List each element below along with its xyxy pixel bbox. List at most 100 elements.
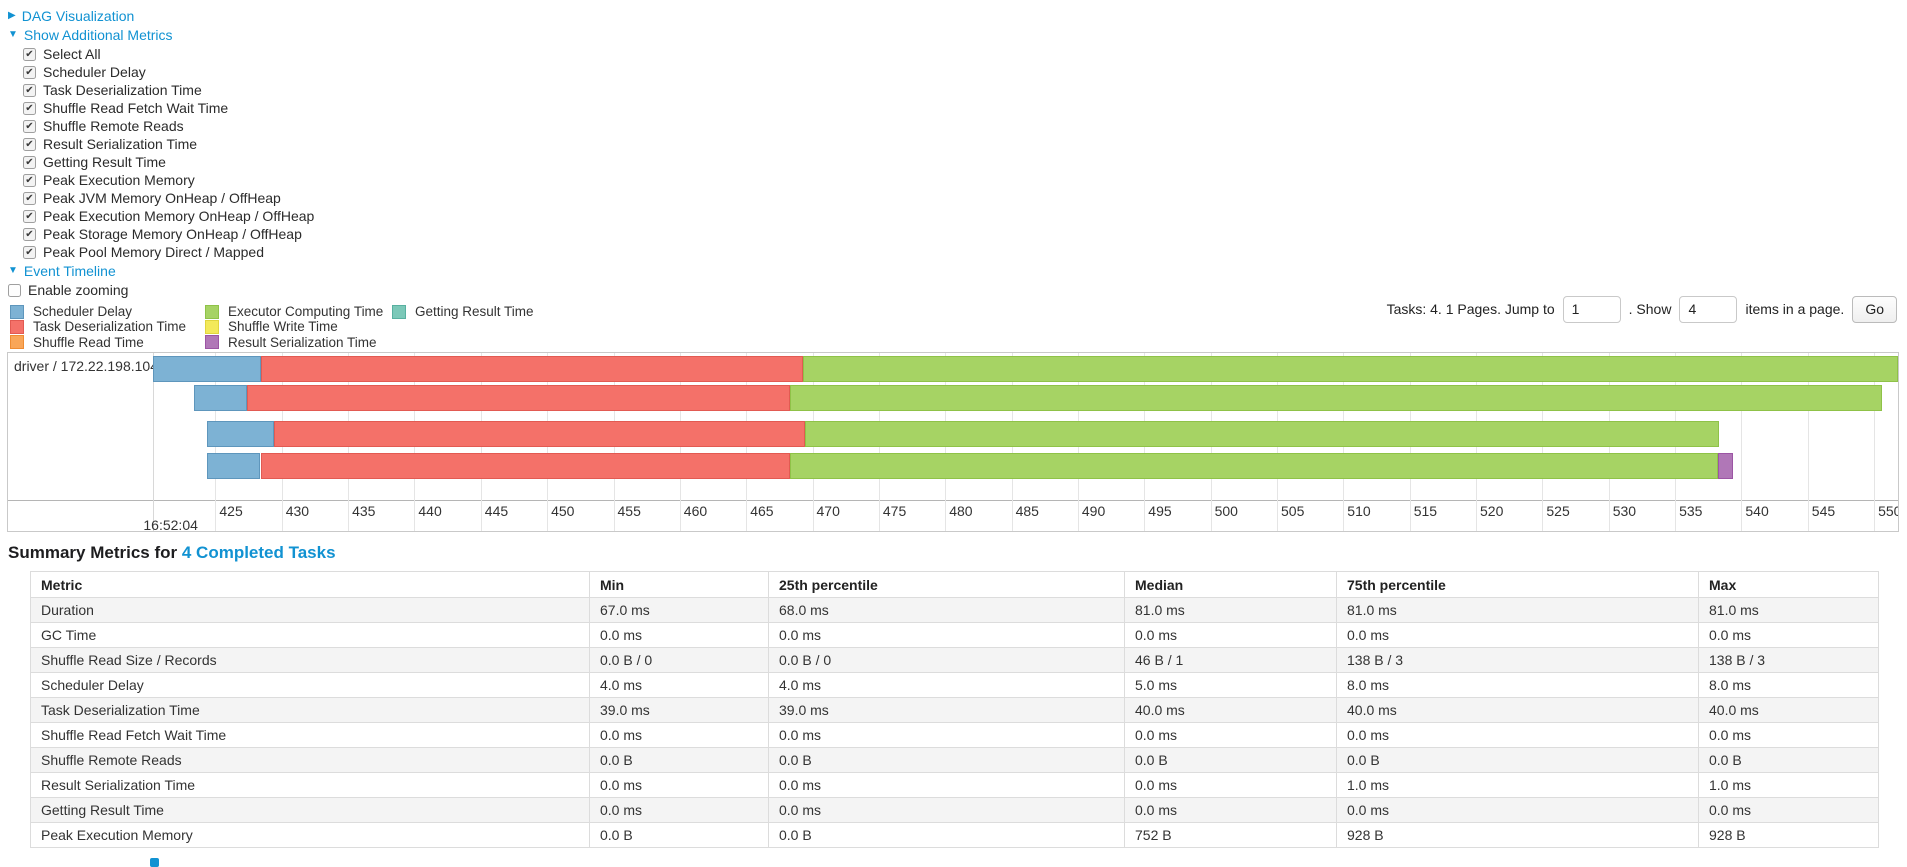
metric-checkbox-item[interactable]: ✔ Shuffle Remote Reads	[23, 117, 314, 135]
show-additional-metrics-toggle[interactable]: ▼ Show Additional Metrics	[8, 26, 173, 44]
task-1-task-deserialization-bar[interactable]	[260, 356, 804, 382]
legend-item-label: Executor Computing Time	[228, 304, 384, 320]
legend-column: Executor Computing Time Shuffle Write Tim…	[205, 304, 392, 350]
metric-checkbox-item[interactable]: ✔ Peak Execution Memory	[23, 171, 314, 189]
metric-value-cell: 752 B	[1124, 822, 1337, 848]
task-2-scheduler-delay-bar[interactable]	[194, 385, 248, 411]
task-2-executor-computing-bar[interactable]	[790, 385, 1883, 411]
checked-checkbox[interactable]: ✔	[23, 119, 36, 133]
checked-checkbox[interactable]: ✔	[23, 137, 36, 151]
checked-checkbox[interactable]: ✔	[23, 191, 36, 205]
metric-value-cell: 0.0 ms	[768, 722, 1125, 748]
metric-name-cell: Scheduler Delay	[30, 672, 590, 698]
table-row: Shuffle Remote Reads 0.0 B 0.0 B 0.0 B 0.0 B…	[30, 747, 1879, 773]
metric-checkbox-label: Peak Execution Memory	[43, 172, 195, 188]
event-timeline-toggle[interactable]: ▼ Event Timeline	[8, 262, 116, 280]
checked-checkbox[interactable]: ✔	[23, 101, 36, 115]
metric-value-cell: 40.0 ms	[1124, 697, 1337, 723]
checked-checkbox[interactable]: ✔	[23, 209, 36, 223]
metric-value-cell: 46 B / 1	[1124, 647, 1337, 673]
task-3-scheduler-delay-bar[interactable]	[207, 421, 274, 447]
metric-checkbox-item[interactable]: ✔ Getting Result Time	[23, 153, 314, 171]
metric-checkbox-item[interactable]: ✔ Peak Pool Memory Direct / Mapped	[23, 243, 314, 261]
enable-zooming-label: Enable zooming	[28, 282, 129, 298]
checked-checkbox[interactable]: ✔	[23, 47, 36, 61]
metric-name-cell: Peak Execution Memory	[30, 822, 590, 848]
task-4-executor-computing-bar[interactable]	[790, 453, 1718, 479]
axis-gridline	[1741, 353, 1743, 531]
legend-item-label: Shuffle Read Time	[33, 334, 144, 350]
enable-zooming-option[interactable]: Enable zooming	[8, 281, 128, 299]
axis-tick-label: 495	[1148, 503, 1172, 519]
axis-gridline	[1807, 353, 1809, 531]
metric-value-cell: 0.0 ms	[1336, 622, 1699, 648]
task-pagination: Tasks: 4. 1 Pages. Jump to . Show items …	[1387, 293, 1897, 325]
task-3-executor-computing-bar[interactable]	[804, 421, 1719, 447]
task-1-scheduler-delay-bar[interactable]	[153, 356, 261, 382]
task-4-result-serialization-bar[interactable]	[1717, 453, 1734, 479]
items-per-page-input[interactable]	[1679, 295, 1738, 323]
axis-tick-label: 490	[1081, 503, 1106, 519]
jump-to-page-input[interactable]	[1562, 295, 1621, 323]
metric-checkbox-item[interactable]: ✔ Scheduler Delay	[23, 63, 314, 81]
metric-value-cell: 0.0 ms	[1698, 622, 1879, 648]
task-deserialization-swatch-icon	[10, 319, 24, 334]
caret-down-icon: ▼	[8, 265, 18, 276]
enable-zooming-checkbox[interactable]	[8, 283, 21, 297]
result-serialization-swatch-icon	[205, 335, 219, 350]
legend-item: Result Serialization Time	[205, 335, 392, 350]
metric-value-cell: 39.0 ms	[589, 697, 769, 723]
metric-value-cell: 39.0 ms	[768, 697, 1125, 723]
axis-tick-label: 445	[484, 503, 509, 519]
next-section-cutoff	[150, 858, 159, 867]
shuffle-read-swatch-icon	[10, 335, 24, 350]
axis-tick-label: 480	[949, 503, 973, 519]
getting-result-swatch-icon	[392, 304, 406, 319]
go-button[interactable]: Go	[1852, 295, 1897, 323]
checked-checkbox[interactable]: ✔	[23, 83, 36, 97]
metric-checkbox-item[interactable]: ✔ Shuffle Read Fetch Wait Time	[23, 99, 314, 117]
metric-name-cell: Shuffle Remote Reads	[30, 747, 590, 773]
metric-name-cell: Result Serialization Time	[30, 772, 590, 798]
metric-value-cell: 0.0 B	[589, 747, 769, 773]
checked-checkbox[interactable]: ✔	[23, 173, 36, 187]
dag-visualization-toggle[interactable]: ▶ DAG Visualization	[8, 7, 134, 25]
metric-value-cell: 0.0 ms	[1336, 797, 1699, 823]
metric-checkbox-item[interactable]: ✔ Peak JVM Memory OnHeap / OffHeap	[23, 189, 314, 207]
metric-checkbox-item[interactable]: ✔ Task Deserialization Time	[23, 81, 314, 99]
metric-name-cell: Task Deserialization Time	[30, 697, 590, 723]
checked-checkbox[interactable]: ✔	[23, 155, 36, 169]
metric-checkbox-item[interactable]: ✔ Peak Storage Memory OnHeap / OffHeap	[23, 225, 314, 243]
metric-value-cell: 40.0 ms	[1698, 697, 1879, 723]
metric-checkbox-item[interactable]: ✔ Select All	[23, 45, 314, 63]
completed-tasks-link[interactable]: 4 Completed Tasks	[181, 543, 336, 562]
legend-item-label: Scheduler Delay	[33, 304, 133, 320]
metric-checkbox-label: Peak Storage Memory OnHeap / OffHeap	[43, 226, 302, 242]
table-header-cell: 25th percentile	[768, 571, 1125, 598]
tasks-summary-text: Tasks: 4. 1 Pages. Jump to	[1386, 301, 1555, 317]
checked-checkbox[interactable]: ✔	[23, 245, 36, 259]
metric-checkbox-item[interactable]: ✔ Result Serialization Time	[23, 135, 314, 153]
checked-checkbox[interactable]: ✔	[23, 65, 36, 79]
metric-checkbox-label: Peak JVM Memory OnHeap / OffHeap	[43, 190, 281, 206]
legend-item: Executor Computing Time	[205, 304, 392, 319]
metric-value-cell: 928 B	[1698, 822, 1879, 848]
legend-column: Getting Result Time	[392, 304, 592, 350]
task-4-scheduler-delay-bar[interactable]	[207, 453, 261, 479]
axis-tick-label: 505	[1281, 503, 1305, 519]
metric-value-cell: 0.0 ms	[768, 797, 1125, 823]
task-1-executor-computing-bar[interactable]	[803, 356, 1898, 382]
table-header-cell: Metric	[30, 571, 590, 598]
metric-checkbox-item[interactable]: ✔ Peak Execution Memory OnHeap / OffHeap	[23, 207, 314, 225]
metric-value-cell: 4.0 ms	[589, 672, 769, 698]
task-2-task-deserialization-bar[interactable]	[247, 385, 790, 411]
axis-tick-label: 430	[285, 503, 310, 519]
checked-checkbox[interactable]: ✔	[23, 227, 36, 241]
items-per-page-suffix: items in a page.	[1745, 301, 1845, 317]
task-4-task-deserialization-bar[interactable]	[260, 453, 790, 479]
task-3-task-deserialization-bar[interactable]	[273, 421, 805, 447]
legend-item-label: Task Deserialization Time	[33, 319, 187, 335]
timeline-time-label: 16:52:04	[143, 517, 198, 532]
axis-tick-label: 470	[816, 503, 840, 519]
metric-value-cell: 0.0 ms	[1124, 797, 1337, 823]
